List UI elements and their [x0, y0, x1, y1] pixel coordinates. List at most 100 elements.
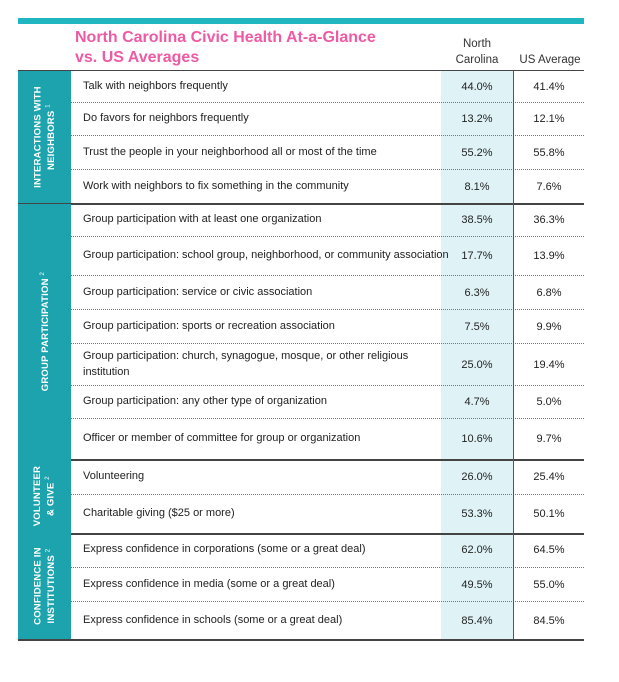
column-divider [513, 71, 514, 639]
north-carolina-value: 44.0% [461, 80, 493, 93]
table-row: Group participation: school group, neigh… [71, 237, 584, 276]
section-label-text: INTERACTIONS WITH NEIGHBORS 1 [32, 86, 56, 188]
section-label: GROUP PARTICIPATION 2 [18, 204, 71, 459]
table-row: Express confidence in corporations (some… [71, 533, 584, 568]
north-carolina-value: 49.5% [461, 578, 493, 591]
us-average-value: 5.0% [536, 396, 562, 408]
table-row: Group participation: any other type of o… [71, 386, 584, 419]
section-label-line-2: & GIVE 2 [43, 466, 56, 526]
north-carolina-value: 38.5% [461, 214, 493, 226]
page-title: North Carolina Civic Health At-a-Glance … [75, 28, 435, 68]
table-row: Charitable giving ($25 or more) 53.3% 50.1… [71, 495, 584, 533]
north-carolina-value: 55.2% [461, 146, 493, 159]
us-average-value: 9.9% [536, 320, 562, 333]
section-label-line-2: INSTITUTIONS 2 [43, 547, 56, 625]
header-divider [18, 70, 584, 71]
row-label: Group participation: sports or recreatio… [83, 319, 335, 332]
section-divider [18, 203, 584, 205]
table-section: CONFIDENCE IN INSTITUTIONS 2 Express confi… [18, 533, 584, 639]
section-label-line-1: GROUP PARTICIPATION 2 [39, 271, 52, 392]
section-divider [18, 533, 584, 535]
table-row: Do favors for neighbors frequently 13.2% 1… [71, 103, 584, 136]
row-label: Express confidence in media (some or a g… [83, 577, 335, 590]
table-section: VOLUNTEER & GIVE 2 Volunteering 26.0% 25.4% C… [18, 459, 584, 533]
section-label-text: VOLUNTEER & GIVE 2 [32, 466, 56, 526]
section-footnote-marker: 1 [45, 104, 52, 108]
table-section: INTERACTIONS WITH NEIGHBORS 1 Talk with ne… [18, 71, 584, 203]
title-line-1: North Carolina Civic Health At-a-Glance [75, 29, 376, 46]
row-label: Group participation: church, synagogue, … [83, 350, 409, 378]
accent-bar [18, 18, 584, 24]
table-row: Group participation: sports or recreatio… [71, 310, 584, 344]
column-header-nc-line-1: North [462, 38, 492, 50]
row-label: Group participation with at least one or… [83, 213, 322, 226]
north-carolina-value: 6.3% [464, 286, 490, 299]
section-label-line-1: VOLUNTEER [32, 465, 44, 527]
north-carolina-value: 26.0% [461, 470, 493, 483]
table-row: Express confidence in schools (some or a… [71, 602, 584, 639]
row-label: Talk with neighbors frequently [83, 79, 228, 92]
section-label-line-2-text: INSTITUTIONS [45, 555, 57, 624]
north-carolina-value: 13.2% [461, 113, 493, 125]
north-carolina-value: 53.3% [461, 508, 493, 520]
section-label-text: GROUP PARTICIPATION 2 [38, 272, 51, 391]
north-carolina-value: 10.6% [461, 433, 493, 445]
table-row: Group participation with at least one or… [71, 204, 584, 237]
us-average-value: 55.8% [533, 146, 565, 159]
section-divider [18, 459, 584, 461]
north-carolina-column-shading [441, 71, 513, 639]
section-footnote-marker: 2 [45, 548, 52, 553]
us-average-value: 84.5% [533, 614, 565, 627]
section-label-line-1: CONFIDENCE IN [32, 547, 44, 625]
us-average-value: 36.3% [533, 214, 565, 226]
table-row: Talk with neighbors frequently 44.0% 41.4% [71, 71, 584, 103]
us-average-value: 64.5% [533, 544, 565, 556]
section-label: INTERACTIONS WITH NEIGHBORS 1 [18, 71, 71, 203]
us-average-value: 50.1% [533, 508, 565, 520]
us-average-value: 41.4% [533, 80, 565, 93]
column-header-us-average: US Average [519, 54, 581, 66]
us-average-value: 9.7% [536, 433, 562, 445]
us-average-value: 6.8% [536, 286, 562, 299]
section-label-text: CONFIDENCE IN INSTITUTIONS 2 [32, 547, 56, 625]
row-label: Work with neighbors to fix something in … [83, 179, 349, 192]
north-carolina-value: 85.4% [461, 614, 493, 627]
table-row: Group participation: service or civic as… [71, 276, 584, 310]
north-carolina-value: 7.5% [464, 320, 490, 333]
section-label-line-2-text: & GIVE [45, 482, 57, 516]
table-row: Express confidence in media (some or a g… [71, 568, 584, 602]
section-label-line-2: NEIGHBORS 1 [43, 86, 56, 188]
section-footnote-marker: 2 [39, 271, 46, 276]
table-row: Group participation: church, synagogue, … [71, 344, 584, 386]
section-label-line-2-text: NEIGHBORS [45, 110, 57, 170]
row-label: Group participation: service or civic as… [83, 285, 313, 298]
row-label: Officer or member of committee for group… [83, 432, 361, 445]
row-label: Express confidence in schools (some or a… [83, 613, 343, 626]
row-label: Do favors for neighbors frequently [83, 112, 249, 125]
north-carolina-value: 17.7% [461, 250, 493, 262]
row-label: Charitable giving ($25 or more) [83, 507, 235, 520]
section-footnote-marker: 2 [45, 476, 52, 480]
table-row: Officer or member of committee for group… [71, 419, 584, 459]
north-carolina-value: 8.1% [464, 180, 490, 193]
us-average-value: 55.0% [533, 578, 565, 591]
row-label: Group participation: any other type of o… [83, 395, 327, 408]
table-row: Volunteering 26.0% 25.4% [71, 459, 584, 495]
table-row: Trust the people in your neighborhood al… [71, 136, 584, 170]
row-label: Express confidence in corporations (some… [83, 543, 366, 556]
row-label: Trust the people in your neighborhood al… [83, 145, 377, 158]
us-average-value: 12.1% [533, 113, 565, 125]
us-average-value: 13.9% [533, 250, 565, 262]
north-carolina-value: 62.0% [461, 544, 493, 556]
column-header-nc-line-2: Carolina [455, 54, 499, 66]
column-header-north-carolina: North Carolina [441, 36, 513, 68]
us-average-value: 7.6% [536, 180, 562, 193]
us-average-value: 25.4% [533, 470, 565, 483]
title-line-2: vs. US Averages [75, 49, 200, 66]
row-label: Group participation: school group, neigh… [83, 249, 449, 262]
section-divider [18, 639, 584, 641]
table-section: GROUP PARTICIPATION 2 Group participation… [18, 204, 584, 459]
section-label-line-1: INTERACTIONS WITH [32, 86, 44, 188]
section-label: VOLUNTEER & GIVE 2 [18, 459, 71, 533]
section-label: CONFIDENCE IN INSTITUTIONS 2 [18, 533, 71, 639]
